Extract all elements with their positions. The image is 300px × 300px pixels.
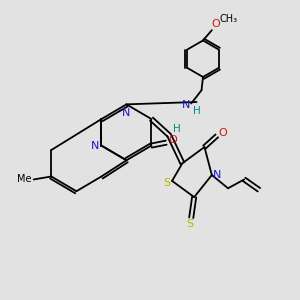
Text: O: O bbox=[168, 135, 177, 145]
Text: N: N bbox=[213, 170, 221, 180]
Text: Me: Me bbox=[17, 174, 32, 184]
Text: CH₃: CH₃ bbox=[220, 14, 238, 24]
Text: O: O bbox=[212, 19, 220, 29]
Text: O: O bbox=[218, 128, 227, 138]
Text: S: S bbox=[163, 178, 170, 188]
Text: N: N bbox=[91, 141, 99, 151]
Text: H: H bbox=[193, 106, 200, 116]
Text: N: N bbox=[182, 100, 190, 110]
Text: H: H bbox=[172, 124, 180, 134]
Text: S: S bbox=[186, 219, 193, 229]
Text: N: N bbox=[122, 108, 130, 118]
